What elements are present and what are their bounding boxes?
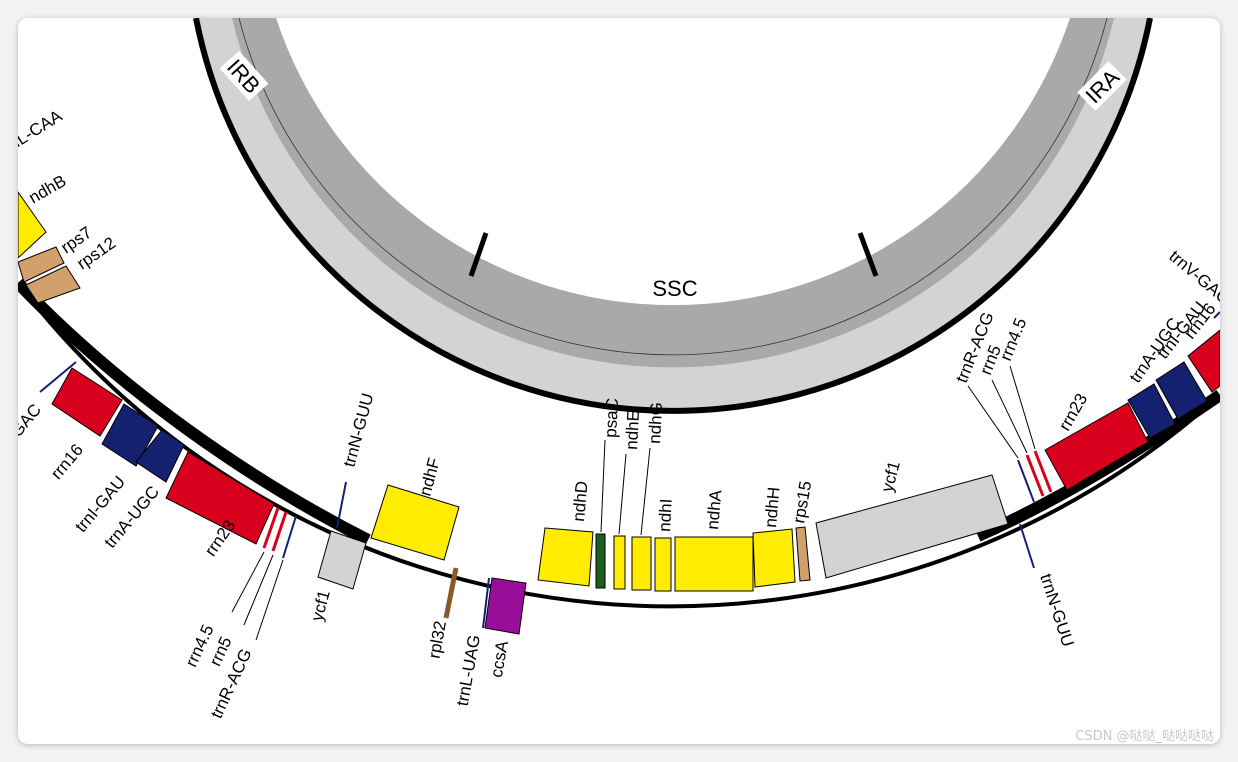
gene-ndhG-label: ndhG (645, 402, 666, 445)
gene-rps15 (795, 526, 811, 582)
gene-trnL-UAG (482, 577, 490, 629)
gc-ring-outer-band (196, 18, 1150, 411)
gene-ndhE-label: ndhE (622, 410, 643, 451)
gene-psaC (595, 533, 606, 589)
gene-rrn4-5-right-label: rrn4.5 (996, 315, 1030, 363)
leader-rrn5-right (991, 379, 1028, 454)
ira-thick-ring (975, 390, 1220, 542)
gene-trnI-GAU-left (101, 403, 159, 467)
ssc-ira-boundary-tick (857, 232, 879, 277)
gene-ndhF (370, 484, 460, 561)
gene-trnR-ACG-right (1017, 459, 1035, 503)
gene-trnN-GUU-right-label: trnN-GUU (1036, 571, 1077, 649)
gene-trnL-UAG-label: trnL-UAG (453, 633, 484, 707)
gene-ycf1-left (317, 530, 367, 590)
gene-trnV-GAC-left (39, 361, 77, 393)
gene-ndhD (537, 527, 594, 587)
gene-rps7 (18, 246, 65, 283)
gc-ring-inner-band (232, 18, 1114, 368)
gene-rpl32-label: rpl32 (425, 619, 450, 660)
leader-rrn5-left (243, 554, 274, 626)
gene-ndhI (654, 537, 672, 592)
gene-rps12 (25, 265, 81, 304)
leader-rrn4-5-right (1009, 365, 1036, 450)
gene-rrn4-5-left (262, 507, 280, 549)
gene-rrn23-right (1044, 402, 1149, 491)
gene-ccsA-label: ccsA (487, 639, 512, 679)
gene-rpl32 (443, 567, 459, 619)
gene-ndhD-label: ndhD (569, 480, 591, 522)
chloroplast-genome-map: IRB SSC IRA ndhB trnL-CAA rps7 rps12 trn… (18, 18, 1220, 721)
gene-rps15-label: rps15 (789, 480, 815, 525)
gene-rrn16-left-label: rrn16 (47, 440, 87, 483)
gene-ccsA (484, 577, 527, 635)
gene-trnV-GAC-left-label: trnV-GAC (18, 400, 45, 468)
leader-rrn4-5-left (231, 551, 265, 613)
leader-ndhG (640, 447, 651, 536)
gene-trnR-ACG-left (282, 515, 297, 559)
gene-rrn23-left (165, 451, 275, 545)
gene-rrn4-5-right (1033, 450, 1053, 493)
gene-trnA-UGC-left (135, 429, 185, 483)
gene-ndhG (631, 536, 652, 591)
gene-ndhI-label: ndhI (655, 498, 676, 532)
gene-ndhB-top-label: ndhB (26, 171, 70, 207)
gene-rrn16-right (1187, 329, 1220, 393)
gene-ndhF-label: ndhF (416, 456, 444, 498)
leader-psaC (600, 439, 606, 533)
leader-ndhE (618, 453, 627, 535)
irb-thick-ring (18, 278, 371, 546)
irb-ssc-boundary-tick (468, 232, 489, 277)
genome-map-card: IRB SSC IRA ndhB trnL-CAA rps7 rps12 trn… (18, 18, 1220, 744)
region-ssc: SSC (648, 275, 702, 301)
leader-trnR-ACG-right (967, 385, 1019, 459)
gene-ndhH-label: ndhH (761, 486, 783, 528)
gene-trnN-GUU-left (336, 481, 347, 529)
gene-ndhE (613, 535, 626, 590)
gene-ndhA (674, 536, 754, 592)
gene-trnL-CAA-label: trnL-CAA (18, 106, 66, 160)
gene-trnV-GAC-right (1213, 311, 1220, 319)
region-ssc-label: SSC (652, 276, 697, 301)
gene-ndhH (752, 528, 796, 588)
gene-rrn16-left (51, 367, 123, 437)
region-boundary-ring (193, 18, 1153, 414)
gene-ycf1-right-label: ycf1 (878, 459, 904, 494)
gene-rrn5-left (271, 511, 288, 552)
leader-trnR-ACG-left (255, 559, 284, 641)
gene-trnN-GUU-left-label: trnN-GUU (340, 391, 378, 469)
gene-ycf1-left-label: ycf1 (307, 588, 333, 623)
watermark: CSDN @哒哒_哒哒哒哒 (1075, 729, 1214, 744)
gene-trnI-GAU-right (1155, 361, 1208, 420)
gc-midline (238, 18, 1108, 356)
gene-ndhB-top (18, 191, 47, 259)
gene-psaC-label: psaC (601, 398, 622, 439)
gene-ycf1-right (815, 474, 1009, 579)
gene-trnN-GUU-right (1019, 523, 1035, 569)
gene-rrn5-right (1025, 454, 1045, 497)
gene-ndhA-label: ndhA (703, 488, 725, 530)
gene-trnA-UGC-right (1127, 383, 1176, 439)
